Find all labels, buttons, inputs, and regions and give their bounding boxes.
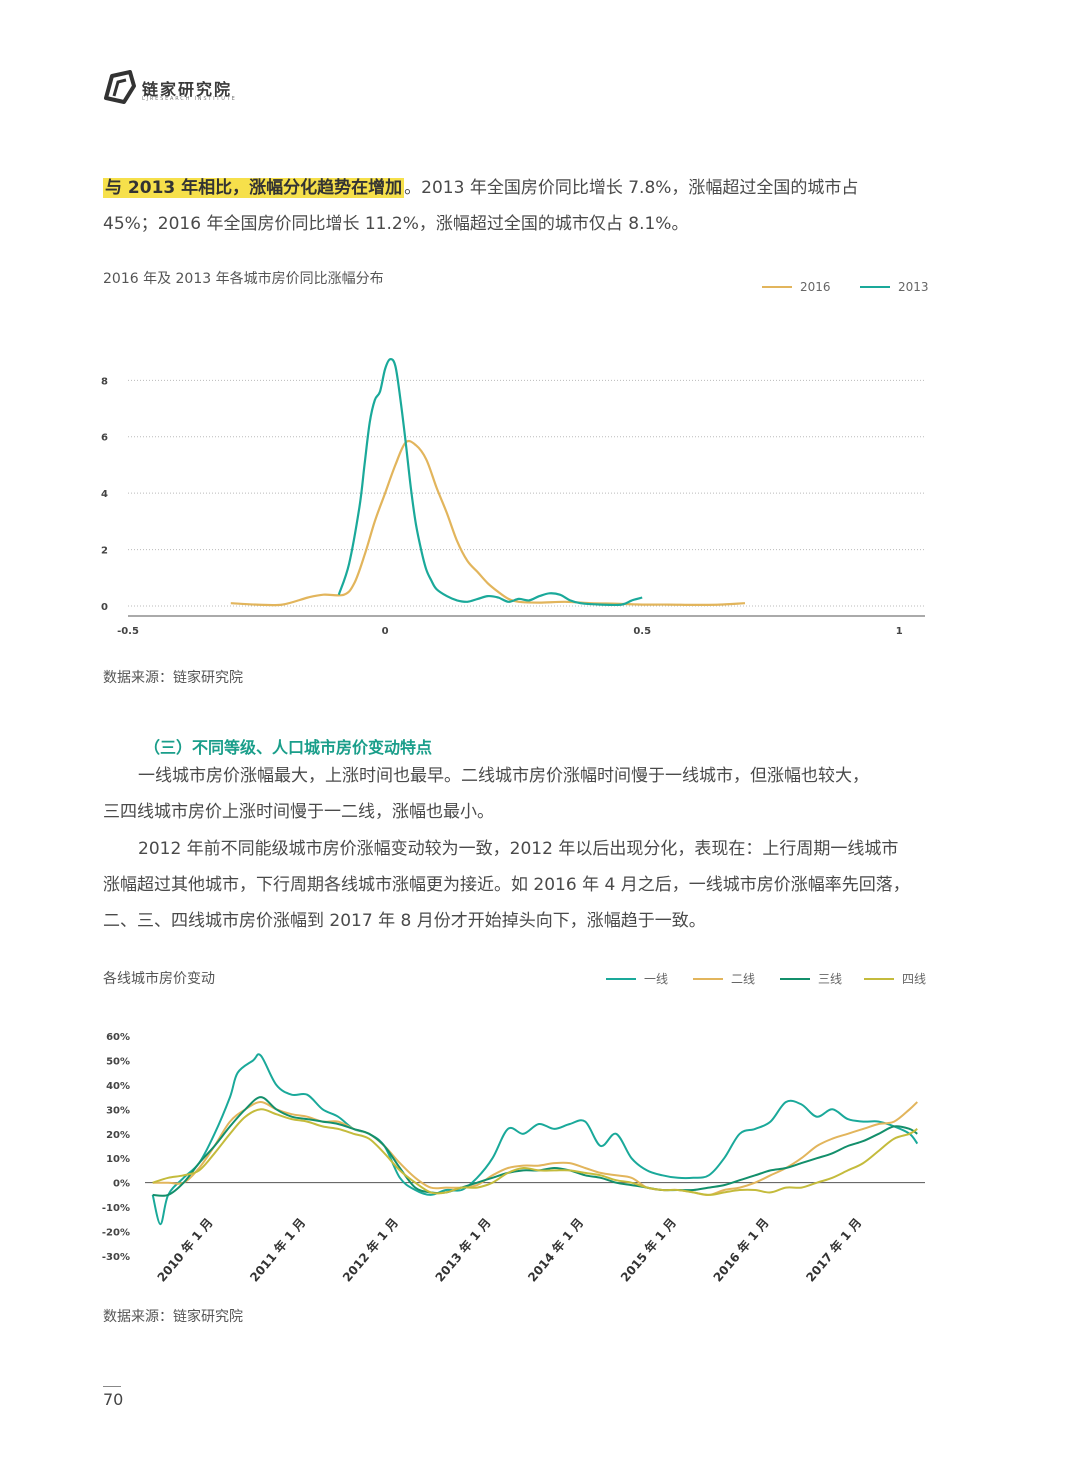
brand-name: 链家研究院 <box>142 80 233 99</box>
chart-1-x-tick-label: -0.5 <box>117 626 139 637</box>
chart-2-x-tick-label: 2010 年 1 月 <box>154 1215 216 1285</box>
chart-2-y-tick-label: 10% <box>106 1154 130 1165</box>
chart-2-series-四线 <box>152 1108 918 1196</box>
chart-2-series-二线 <box>152 1101 918 1196</box>
chart-2-x-tick-label: 2012 年 1 月 <box>339 1215 401 1285</box>
chart-1-legend-2016: 2016 <box>762 280 831 294</box>
brand-subtitle: LJRESEARCH INSTITUTE <box>142 96 237 102</box>
chart-1-legend-2013: 2013 <box>860 280 929 294</box>
chart-2-y-tick-label: 40% <box>106 1081 130 1092</box>
chart-1-y-tick-label: 8 <box>101 376 108 387</box>
chart-1-y-tick-label: 6 <box>101 433 108 444</box>
chart-2-x-tick-label: 2011 年 1 月 <box>246 1215 308 1285</box>
chart-1-x-tick-label: 1 <box>896 626 903 637</box>
paragraph-1-line-1-rest: 。2013 年全国房价同比增长 7.8%，涨幅超过全国的城市占 <box>404 178 859 198</box>
paragraph-1-line-1: 与 2013 年相比，涨幅分化趋势在增加 。2013 年全国房价同比增长 7.8%… <box>103 170 858 206</box>
brand-logo-icon <box>104 70 136 104</box>
paragraph-3-line-2: 涨幅超过其他城市，下行周期各线城市涨幅更为接近。如 2016 年 4 月之后，一… <box>103 875 910 895</box>
paragraph-1-line-2: 45%；2016 年全国房价同比增长 11.2%，涨幅超过全国的城市仅占 8.1… <box>103 214 689 234</box>
chart-2-x-tick-label: 2017 年 1 月 <box>803 1215 865 1285</box>
chart-1-series-2013 <box>337 357 643 607</box>
chart-2-x-tick-label: 2013 年 1 月 <box>432 1215 494 1285</box>
chart-2-legend-tier4: 四线 <box>864 970 926 987</box>
chart-2-legend-tier1: 一线 <box>606 970 668 987</box>
chart-2-series-三线 <box>152 1096 918 1197</box>
paragraph-3-line-1: 2012 年前不同能级城市房价涨幅变动较为一致，2012 年以后出现分化，表现在… <box>138 839 899 859</box>
chart-2-y-tick-label: -20% <box>102 1228 130 1239</box>
chart-2-y-tick-label: -30% <box>102 1252 130 1263</box>
chart-1-y-tick-label: 0 <box>101 602 108 613</box>
section-title: （三）不同等级、人口城市房价变动特点 <box>144 738 433 757</box>
page-number: 70 <box>103 1390 124 1409</box>
paragraph-3-line-3: 二、三、四线城市房价涨幅到 2017 年 8 月份才开始掉头向下，涨幅趋于一致。 <box>103 911 706 931</box>
chart-2-y-tick-label: 20% <box>106 1130 130 1141</box>
chart-1-x-tick-label: 0.5 <box>633 626 651 637</box>
chart-1-series-2016 <box>230 439 746 607</box>
chart-2-title: 各线城市房价变动 <box>103 971 215 987</box>
chart-2-x-tick-label: 2016 年 1 月 <box>710 1215 772 1285</box>
highlight-text: 与 2013 年相比，涨幅分化趋势在增加 <box>103 178 405 198</box>
chart-2-y-tick-label: 50% <box>106 1056 130 1067</box>
chart-1-y-tick-label: 2 <box>101 546 108 557</box>
chart-2-source: 数据来源：链家研究院 <box>103 1309 243 1325</box>
chart-1-source: 数据来源：链家研究院 <box>103 670 243 686</box>
paragraph-2-line-1: 一线城市房价涨幅最大，上涨时间也最早。二线城市房价涨幅时间慢于一线城市，但涨幅也… <box>138 766 869 786</box>
chart-1-x-tick-label: 0 <box>382 626 389 637</box>
chart-2-series-一线 <box>151 1053 919 1226</box>
chart-2-y-tick-label: 60% <box>106 1032 130 1043</box>
chart-2-y-tick-label: -10% <box>102 1203 130 1214</box>
chart-2-plot: 60% 50% 40% 30% 20% 10% 0% -10% -20% -30% 2010 年 1… <box>102 1032 925 1285</box>
chart-2-legend-tier2: 二线 <box>693 970 755 987</box>
paragraph-2-line-2: 三四线城市房价上涨时间慢于一二线，涨幅也最小。 <box>103 802 494 822</box>
chart-1-y-tick-label: 4 <box>101 489 108 500</box>
chart-2-legend-tier3: 三线 <box>780 970 842 987</box>
chart-1-title: 2016 年及 2013 年各城市房价同比涨幅分布 <box>103 271 384 287</box>
chart-2-x-tick-label: 2014 年 1 月 <box>525 1215 587 1285</box>
chart-2-x-tick-label: 2015 年 1 月 <box>617 1215 679 1285</box>
chart-2-y-tick-label: 0% <box>113 1179 130 1190</box>
chart-1-plot: 0 2 4 6 8 -0.5 0 0.5 1 <box>101 357 925 637</box>
page-number-rule <box>103 1386 121 1387</box>
chart-2-y-tick-label: 30% <box>106 1105 130 1116</box>
